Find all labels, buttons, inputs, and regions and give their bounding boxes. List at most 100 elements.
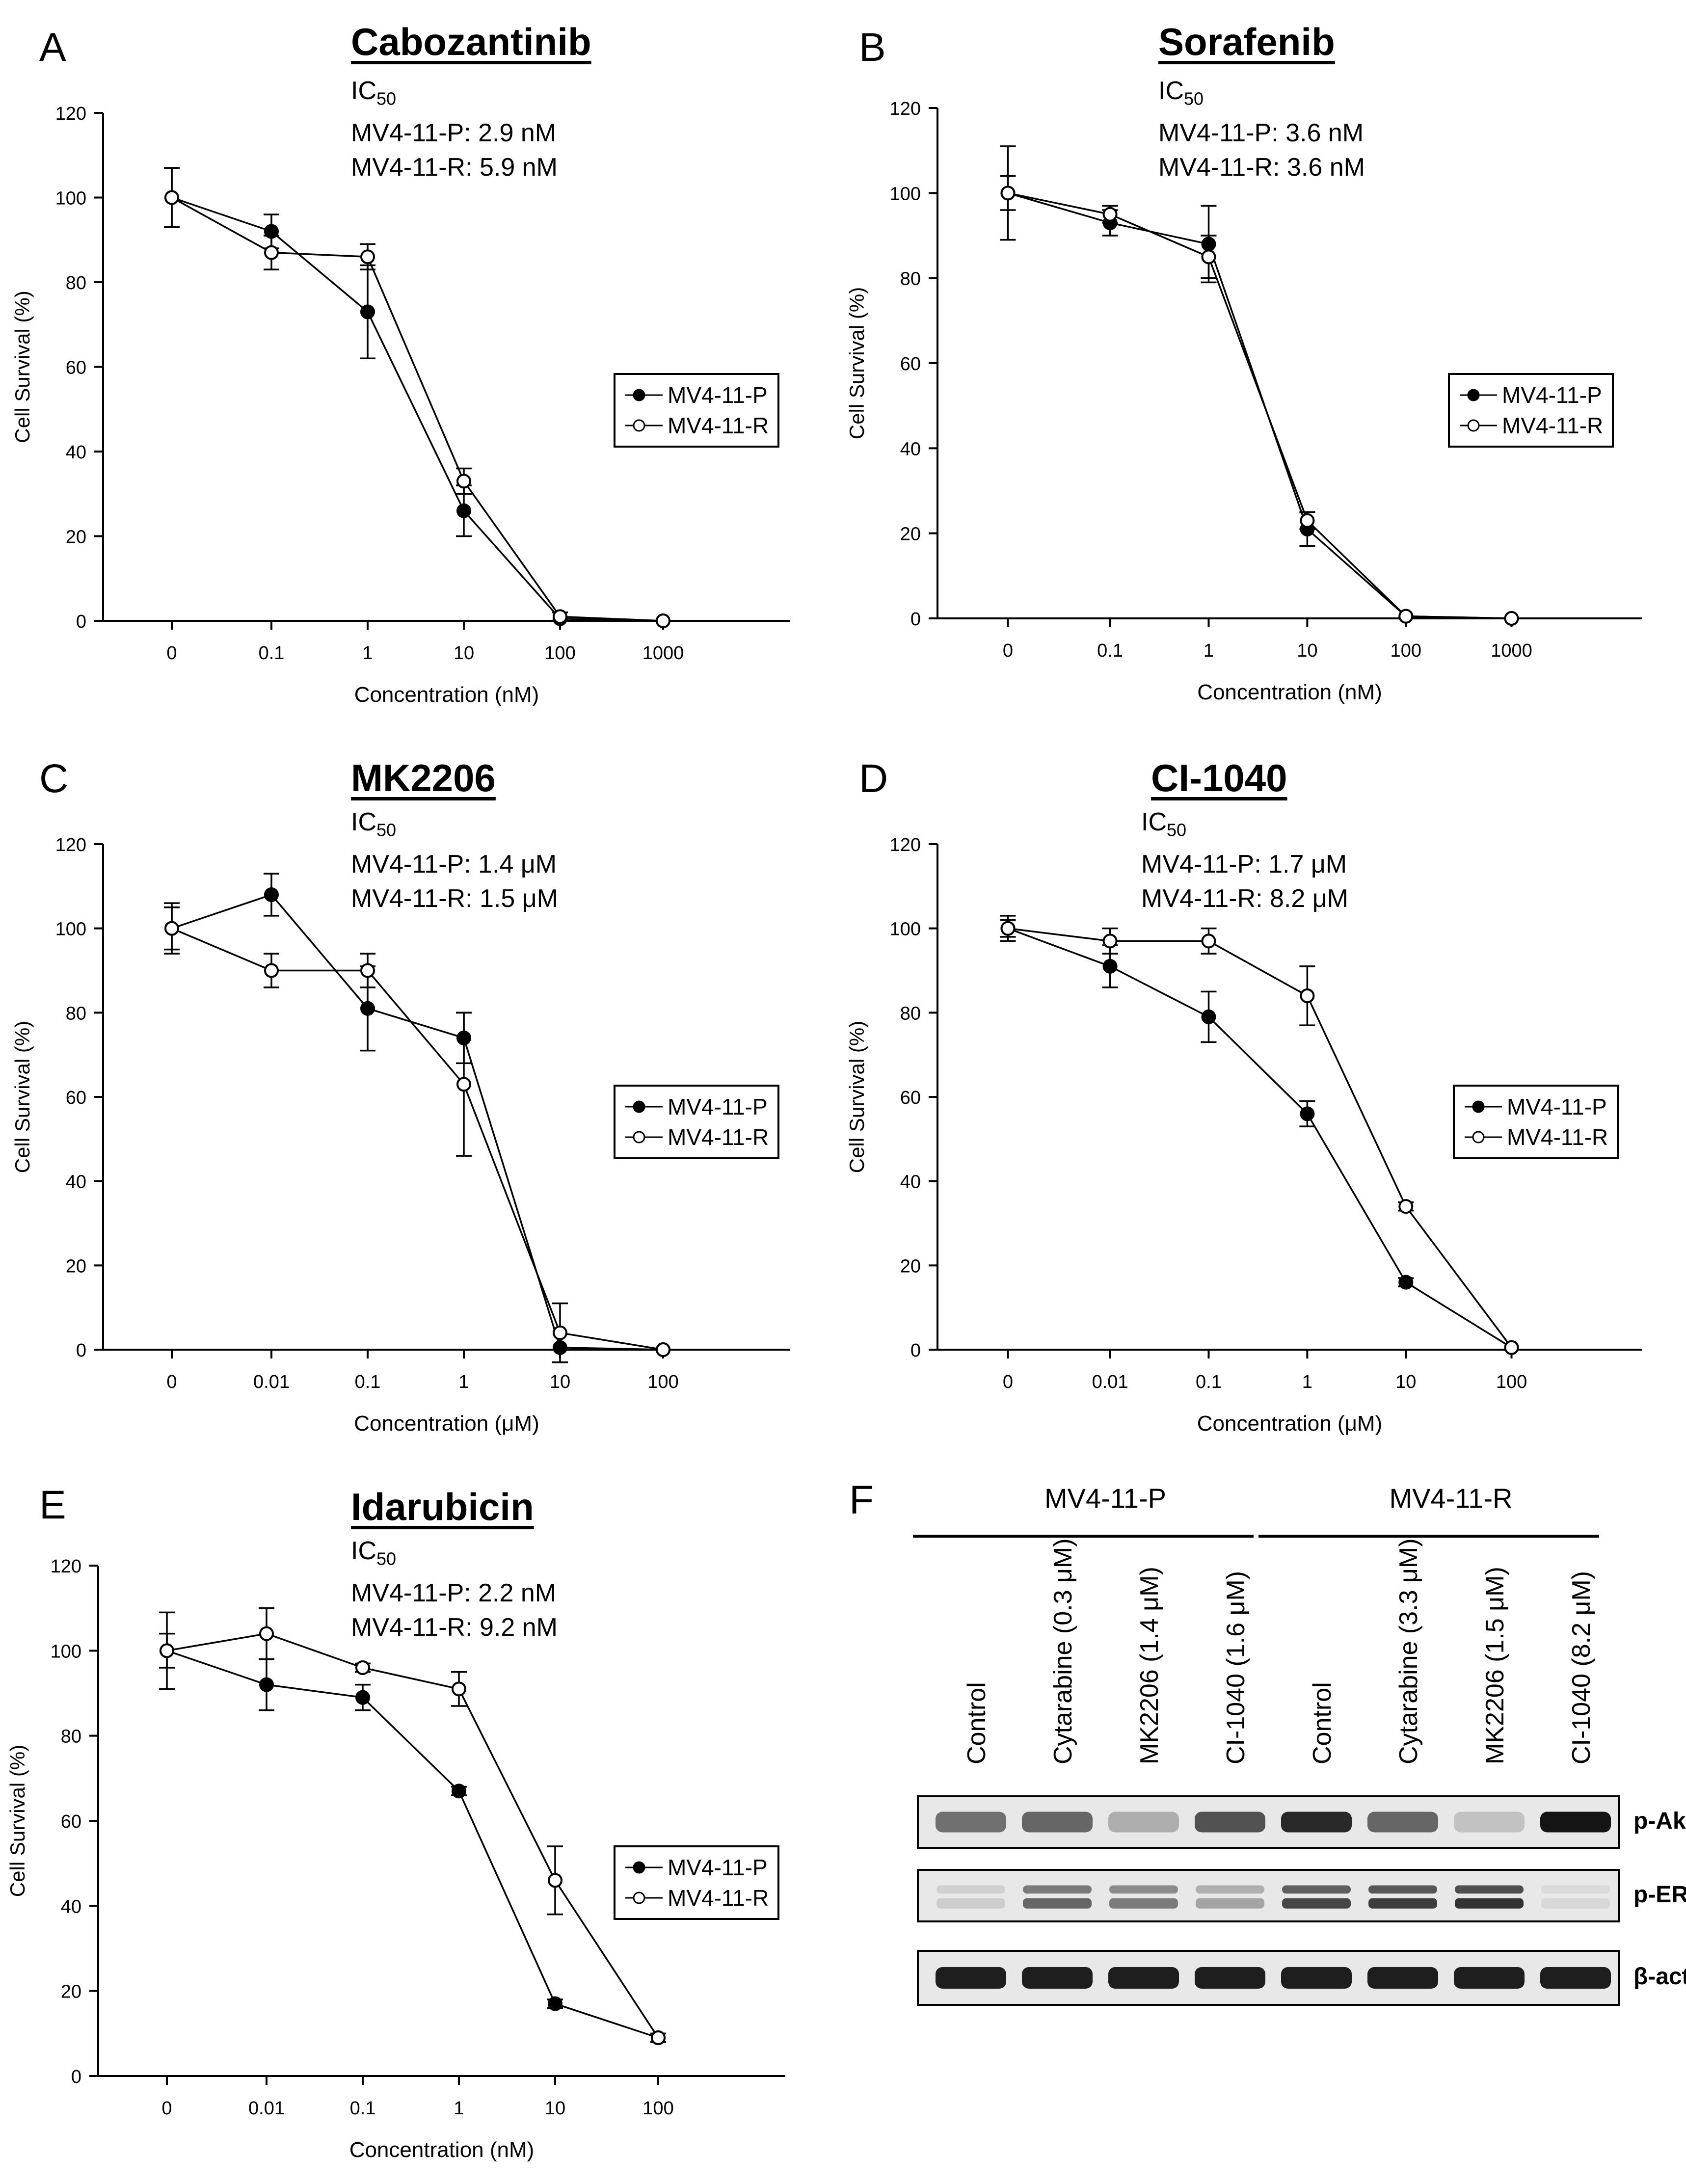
y-axis-label: Cell Survival (%) xyxy=(845,287,868,439)
data-point xyxy=(1201,933,1216,949)
chart-panel-e: E Idarubicin IC50 MV4-11-P: 2.2 nM MV4-11-R:… xyxy=(0,1453,834,2180)
legend-entry: MV4-11-R xyxy=(624,410,769,441)
blot-band xyxy=(1540,1967,1611,1989)
x-tick-label: 10 xyxy=(1395,1372,1416,1392)
chart-panel-d: D CI-1040 IC50 MV4-11-P: 1.7 μM MV4-11-R: 8.… xyxy=(834,726,1686,1453)
lane-label-0: Control xyxy=(963,1682,991,1764)
ic50-label: IC xyxy=(351,1537,376,1565)
x-tick-label: 0.01 xyxy=(1092,1372,1128,1392)
ic50-label: IC xyxy=(1141,808,1167,836)
blot-band xyxy=(1368,1885,1437,1894)
x-tick-label: 0.1 xyxy=(1196,1372,1222,1392)
data-point xyxy=(1000,921,1016,936)
data-point xyxy=(264,245,279,260)
ic50-heading: IC50 xyxy=(351,805,558,847)
panel-label-b: B xyxy=(859,25,886,70)
chart-title-a: Cabozantinib xyxy=(351,20,591,63)
chart-svg-a: 0 20 40 60 80 100 120 0 0.1 1 10 100 1000 Concentrati… xyxy=(11,104,790,707)
blot-band xyxy=(1195,1967,1265,1989)
y-tick-label: 0 xyxy=(71,2067,81,2087)
ic50-value-0: MV4-11-P: 2.9 nM xyxy=(351,119,557,148)
series-line xyxy=(171,196,664,622)
open-circle-icon xyxy=(625,1131,663,1144)
blot-row-0 xyxy=(917,1795,1620,1849)
data-point xyxy=(160,1643,174,1658)
y-tick-label: 80 xyxy=(61,1727,81,1747)
x-tick-label: 0 xyxy=(166,643,177,664)
data-point xyxy=(456,474,471,489)
ic50-subscript: 50 xyxy=(376,1548,397,1569)
data-point xyxy=(360,963,375,978)
series-resistant xyxy=(159,1607,666,2045)
x-tick-label: 1 xyxy=(458,1372,469,1392)
filled-circle-icon xyxy=(1460,389,1497,401)
ic50-value-1: MV4-11-R: 9.2 nM xyxy=(351,1613,558,1642)
blot-band xyxy=(1022,1967,1093,1989)
y-tick-label: 20 xyxy=(900,524,921,545)
x-tick-label: 0.1 xyxy=(1097,640,1123,661)
legend-label: MV4-11-P xyxy=(668,1094,768,1119)
x-axis-label: Concentration (nM) xyxy=(1197,680,1382,704)
y-tick-label: 40 xyxy=(66,1172,86,1193)
data-point xyxy=(548,1873,562,1888)
y-tick-label: 80 xyxy=(900,1003,921,1024)
panel-label-d: D xyxy=(859,756,888,801)
chart-title-e: Idarubicin xyxy=(351,1485,534,1528)
ic50-heading: IC50 xyxy=(1158,74,1365,116)
blot-band xyxy=(1108,1811,1179,1833)
ic50-heading: IC50 xyxy=(351,1534,558,1576)
ic50-block-b: IC50 MV4-11-P: 3.6 nM MV4-11-R: 3.6 nM xyxy=(1158,74,1365,185)
ic50-value-1: MV4-11-R: 5.9 nM xyxy=(351,153,558,182)
blot-band xyxy=(1282,1885,1351,1894)
x-tick-label: 0 xyxy=(1003,1372,1013,1392)
series-line xyxy=(171,893,664,1351)
chart-svg-e: 0 20 40 60 80 100 120 0 0.01 0.1 1 10 100 Concentrati… xyxy=(6,1556,785,2162)
blot-band xyxy=(1282,1898,1351,1909)
western-blot-panel-f: F MV4-11-P MV4-11-R Control Cytarabine (0.3… xyxy=(834,1453,1686,2180)
data-point xyxy=(1398,1199,1414,1214)
panel-label-f: F xyxy=(849,1478,874,1522)
x-tick-label: 1000 xyxy=(1491,640,1532,661)
data-point xyxy=(264,963,279,978)
blot-band xyxy=(1367,1811,1438,1833)
y-axis-label: Cell Survival (%) xyxy=(11,291,34,443)
data-point xyxy=(1300,988,1315,1003)
blot-band xyxy=(1454,1811,1525,1833)
legend-entry: MV4-11-R xyxy=(1464,1122,1608,1152)
lane-label-7: CI-1040 (8.2 μM) xyxy=(1567,1571,1596,1764)
chart-title-b: Sorafenib xyxy=(1158,20,1335,63)
x-axis-label: Concentration (nM) xyxy=(349,2138,535,2162)
data-point xyxy=(553,1325,567,1340)
ic50-value-1: MV4-11-R: 8.2 μM xyxy=(1141,884,1348,913)
data-point xyxy=(264,887,279,902)
ic50-value-0: MV4-11-P: 2.2 nM xyxy=(351,1579,557,1608)
chart-title-d: CI-1040 xyxy=(1151,756,1287,799)
data-point xyxy=(1300,513,1315,528)
data-point xyxy=(1102,207,1118,222)
y-tick-label: 100 xyxy=(55,919,86,940)
y-tick-label: 120 xyxy=(55,835,86,855)
chart-svg-d: 0 20 40 60 80 100 120 0 0.01 0.1 1 10 100 Concentrati… xyxy=(845,835,1642,1436)
x-tick-label: 1 xyxy=(454,2098,464,2119)
lane-label-6: MK2206 (1.5 μM) xyxy=(1481,1567,1509,1764)
ic50-label: IC xyxy=(351,77,376,105)
y-tick-label: 20 xyxy=(900,1256,921,1277)
filled-circle-icon xyxy=(1465,1100,1502,1113)
y-tick-label: 120 xyxy=(890,835,921,855)
blot-strip xyxy=(917,1869,1620,1922)
ic50-subscript: 50 xyxy=(1184,88,1204,109)
x-tick-label: 1 xyxy=(1204,640,1214,661)
x-tick-label: 1000 xyxy=(642,643,684,664)
panel-label-c: C xyxy=(39,756,69,801)
ic50-subscript: 50 xyxy=(376,88,397,109)
blot-row-2 xyxy=(917,1950,1620,2006)
open-circle-icon xyxy=(1465,1131,1502,1144)
ic50-block-d: IC50 MV4-11-P: 1.7 μM MV4-11-R: 8.2 μM xyxy=(1141,805,1348,916)
series-line xyxy=(171,196,664,622)
x-axis-label: Concentration (nM) xyxy=(354,683,539,707)
y-tick-label: 20 xyxy=(61,1982,81,2002)
y-tick-label: 0 xyxy=(910,609,921,630)
data-point xyxy=(548,1996,562,2011)
blot-band xyxy=(1368,1898,1437,1909)
blot-band xyxy=(1455,1885,1524,1894)
